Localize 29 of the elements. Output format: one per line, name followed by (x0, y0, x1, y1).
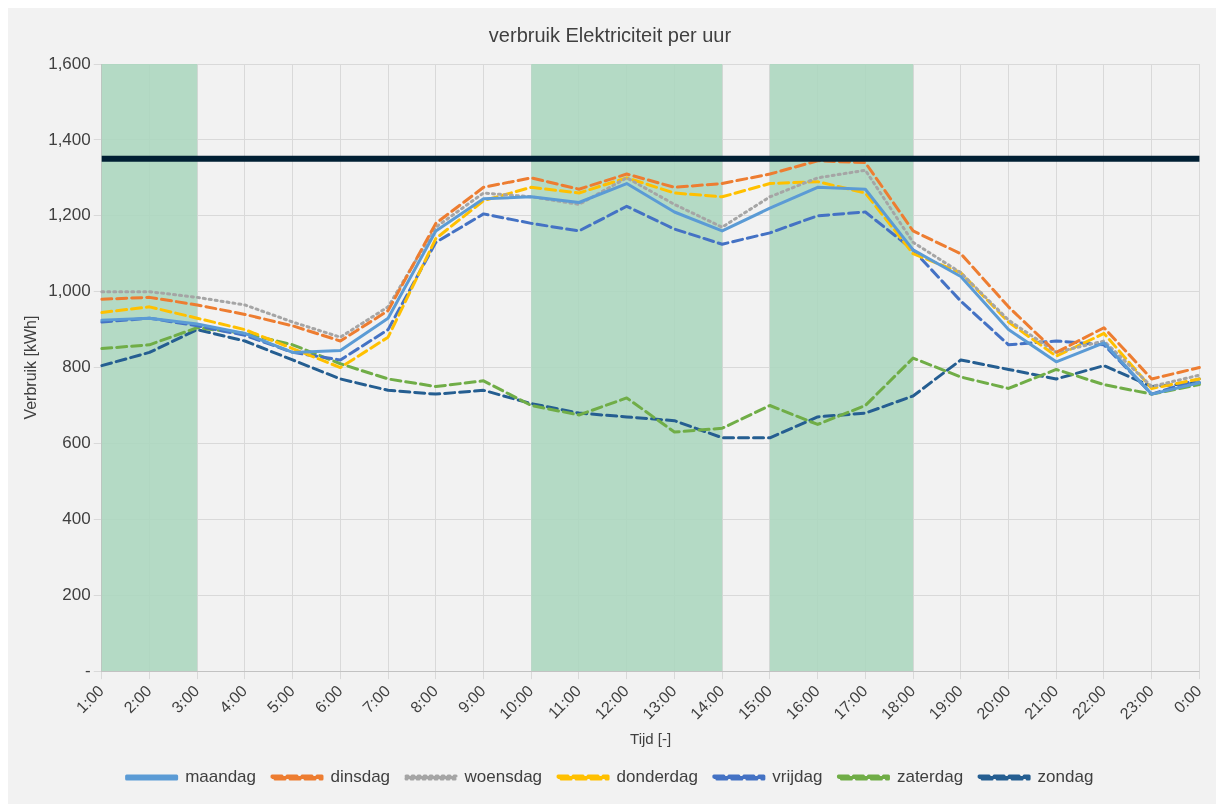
y-tick-label: 200 (62, 584, 91, 604)
x-tick-label: 8:00 (407, 682, 442, 717)
x-tick-label: 9:00 (454, 682, 489, 717)
y-tick-label: 1,600 (48, 53, 91, 73)
chart-title: verbruik Elektriciteit per uur (488, 23, 732, 46)
x-tick-label: 0:00 (1170, 682, 1205, 717)
x-tick-label: 5:00 (263, 682, 298, 717)
x-tick-label: 6:00 (311, 682, 346, 717)
x-tick-label: 1:00 (72, 682, 108, 717)
y-axis-title: Verbruik [kWh] (22, 315, 40, 420)
y-tick-label: - (85, 660, 91, 680)
y-tick-label: 1,200 (48, 205, 91, 225)
y-tick-label: 1,000 (48, 281, 91, 301)
y-tick-label: 600 (62, 433, 91, 453)
x-tick-label: 3:00 (168, 682, 203, 717)
legend-label: donderdag (616, 767, 698, 787)
y-tick-label: 1,400 (48, 129, 91, 149)
y-tick-label: 800 (62, 357, 91, 377)
y-tick-label: 400 (62, 509, 91, 529)
x-tick-label: 7:00 (359, 682, 394, 717)
x-tick-label: 2:00 (120, 682, 155, 717)
x-tick-label: 4:00 (216, 682, 251, 717)
legend-label: zaterdag (896, 767, 964, 787)
legend-label: dinsdag (330, 767, 391, 787)
legend-label: zondag (1037, 767, 1094, 787)
legend-label: maandag (185, 767, 257, 787)
legend-label: vrijdag (772, 767, 823, 787)
legend-label: woensdag (463, 767, 543, 787)
x-axis-title: Tijd [-] (630, 730, 672, 748)
